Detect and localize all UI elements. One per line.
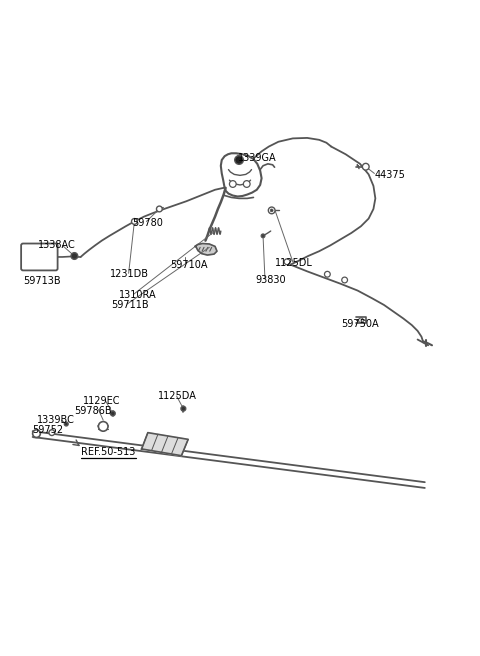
Text: 44375: 44375 <box>374 171 405 180</box>
Circle shape <box>324 272 330 277</box>
Circle shape <box>229 180 236 188</box>
Circle shape <box>235 155 243 164</box>
Circle shape <box>64 422 68 426</box>
Text: 1339GA: 1339GA <box>238 153 276 163</box>
Circle shape <box>362 163 369 170</box>
Circle shape <box>261 234 265 237</box>
Text: 59711B: 59711B <box>111 300 149 310</box>
Text: 1338AC: 1338AC <box>38 241 76 251</box>
Text: 1231DB: 1231DB <box>110 269 149 279</box>
Circle shape <box>132 218 137 224</box>
Circle shape <box>284 259 290 264</box>
Text: 59780: 59780 <box>132 218 163 228</box>
Polygon shape <box>195 243 217 255</box>
Text: 59752: 59752 <box>33 425 64 435</box>
Text: 59710A: 59710A <box>170 260 208 270</box>
FancyBboxPatch shape <box>21 243 58 270</box>
Circle shape <box>110 411 115 416</box>
Circle shape <box>156 206 162 212</box>
Polygon shape <box>142 433 188 456</box>
Text: 93830: 93830 <box>255 275 286 285</box>
Circle shape <box>268 207 275 214</box>
Text: 1125DA: 1125DA <box>158 391 197 401</box>
Text: 1310RA: 1310RA <box>119 291 156 300</box>
Text: 59713B: 59713B <box>23 276 60 286</box>
Circle shape <box>33 430 40 438</box>
Text: 1125DL: 1125DL <box>275 258 312 268</box>
Circle shape <box>243 180 250 188</box>
Text: REF.50-513: REF.50-513 <box>81 447 135 457</box>
Text: 1339BC: 1339BC <box>37 415 75 425</box>
Circle shape <box>181 406 186 411</box>
Text: 59786B: 59786B <box>74 405 112 415</box>
Circle shape <box>98 422 108 431</box>
Circle shape <box>359 318 363 323</box>
Circle shape <box>49 430 55 436</box>
Text: 59750A: 59750A <box>341 319 378 329</box>
Circle shape <box>270 209 273 212</box>
Text: 1129EC: 1129EC <box>83 396 120 406</box>
Circle shape <box>342 277 348 283</box>
Circle shape <box>71 253 78 259</box>
